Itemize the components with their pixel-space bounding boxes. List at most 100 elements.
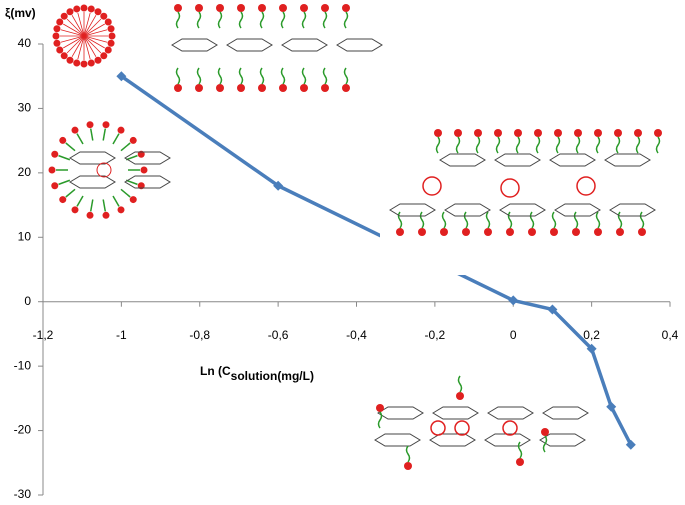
lipid-tail <box>485 211 491 229</box>
lipid-head <box>342 4 350 12</box>
lipid-head <box>279 84 287 92</box>
lipid-tail <box>175 67 181 85</box>
data-marker <box>606 401 617 412</box>
lipid-head <box>418 228 426 236</box>
x-tick-label: -0,6 <box>268 328 289 342</box>
lipid-tail <box>655 136 661 154</box>
lipid-tail <box>301 11 307 29</box>
lipid-tail <box>635 136 641 154</box>
vesicle-tail <box>58 179 71 186</box>
lipid-head <box>572 228 580 236</box>
lipid-head <box>404 462 412 470</box>
sugar-ring <box>389 203 436 217</box>
micelle-tail <box>63 23 85 37</box>
lipid-tail <box>542 435 548 453</box>
lipid-head <box>454 129 462 137</box>
lipid-tail <box>507 211 513 229</box>
lipid-head <box>216 84 224 92</box>
data-marker <box>586 343 597 354</box>
ca-ring <box>576 176 596 196</box>
lipid-head <box>216 4 224 12</box>
lipid-tail <box>441 211 447 229</box>
vesicle-tail <box>76 195 84 207</box>
micelle-tail <box>83 15 97 37</box>
micelle-head <box>52 32 60 40</box>
vesicle-head <box>51 150 59 158</box>
lipid-head <box>514 129 522 137</box>
lipid-head <box>174 4 182 12</box>
x-axis-title-sub: solution(mg/L) <box>231 369 314 383</box>
lipid-tail <box>475 136 481 154</box>
micelle-tail <box>83 29 108 37</box>
micelle-tail <box>60 29 85 37</box>
micelle-head <box>56 18 64 26</box>
lipid-tail <box>575 136 581 154</box>
sugar-ring <box>432 406 479 420</box>
lipid-tail <box>495 136 501 154</box>
micelle-tail <box>83 35 102 54</box>
vesicle-head <box>71 126 79 134</box>
lipid-head <box>456 392 464 400</box>
lipid-head <box>484 228 492 236</box>
micelle-head <box>100 52 108 60</box>
sugar-ring <box>539 433 586 447</box>
lipid-tail <box>217 11 223 29</box>
lipid-tail <box>517 441 523 459</box>
micelle-tail <box>83 18 102 37</box>
vesicle-head <box>86 211 94 219</box>
micelle-head <box>104 46 112 54</box>
sugar-ring <box>69 175 116 189</box>
micelle-head <box>73 59 81 67</box>
sugar-ring <box>336 38 383 52</box>
micelle-head <box>56 46 64 54</box>
vesicle-head <box>137 182 145 190</box>
micelle-head <box>87 59 95 67</box>
lipid-head <box>614 129 622 137</box>
lipid-tail <box>515 136 521 154</box>
vesicle-tail <box>76 133 84 145</box>
micelle-head <box>94 8 102 16</box>
micelle-head <box>66 56 74 64</box>
ca-ring <box>96 162 112 178</box>
lipid-head <box>434 129 442 137</box>
vesicle-head <box>59 196 67 204</box>
lipid-tail <box>639 211 645 229</box>
lipid-tail <box>617 211 623 229</box>
x-tick-label: -1 <box>116 328 127 342</box>
vesicle-head <box>59 136 67 144</box>
sugar-ring <box>554 203 601 217</box>
ca-ring <box>430 420 446 436</box>
vesicle-tail <box>65 188 76 198</box>
lipid-tail <box>595 211 601 229</box>
lipid-tail <box>175 11 181 29</box>
vesicle-tail <box>125 179 138 186</box>
lipid-head <box>634 129 642 137</box>
sugar-ring <box>226 38 273 52</box>
vesicle-tail <box>112 133 120 145</box>
lipid-head <box>594 228 602 236</box>
lipid-head <box>541 428 549 436</box>
lipid-tail <box>435 136 441 154</box>
lipid-tail <box>535 136 541 154</box>
panel <box>165 0 365 95</box>
x-tick-label: -1,2 <box>33 328 54 342</box>
lipid-tail <box>259 11 265 29</box>
y-tick-label: 10 <box>18 229 32 243</box>
micelle-tail <box>63 35 85 49</box>
x-tick-label: -0,4 <box>346 328 367 342</box>
lipid-head <box>279 4 287 12</box>
lipid-head <box>554 129 562 137</box>
x-tick-label: 0 <box>510 328 517 342</box>
lipid-tail <box>573 211 579 229</box>
lipid-head <box>258 84 266 92</box>
lipid-tail <box>555 136 561 154</box>
lipid-tail <box>238 67 244 85</box>
data-marker <box>273 180 284 191</box>
sugar-ring <box>487 406 534 420</box>
micelle-tail <box>83 35 97 57</box>
micelle-head <box>107 39 115 47</box>
lipid-tail <box>463 211 469 229</box>
micelle-head <box>87 5 95 13</box>
sugar-ring <box>494 153 541 167</box>
vesicle-tail <box>120 142 131 152</box>
